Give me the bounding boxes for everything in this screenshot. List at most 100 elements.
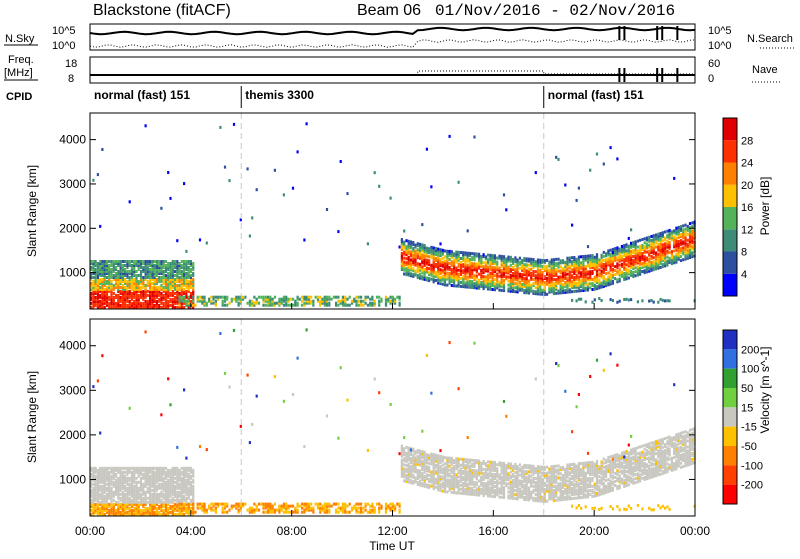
velocity-cell [462, 458, 464, 461]
velocity-noise [346, 399, 348, 402]
velocity-cell [190, 467, 192, 470]
velocity-cell [201, 503, 203, 506]
power-cell [215, 300, 217, 303]
velocity-cell [351, 507, 353, 510]
power-cell [129, 300, 131, 303]
power-cell [476, 263, 478, 266]
power-cell [117, 270, 119, 273]
power-cell [675, 253, 677, 256]
velocity-cell [124, 493, 126, 496]
power-cell [464, 251, 466, 254]
power-cell [301, 296, 303, 299]
power-cell [664, 236, 666, 239]
power-cell [666, 250, 668, 253]
power-cell [179, 296, 181, 299]
power-cell [158, 276, 160, 279]
velocity-noise [467, 436, 469, 439]
velocity-cell [449, 469, 451, 472]
velocity-noise [233, 329, 235, 332]
velocity-cell [430, 453, 432, 456]
velocity-cell [353, 505, 355, 508]
velocity-cell [122, 491, 124, 494]
velocity-cell [169, 505, 171, 508]
power-cell [596, 253, 598, 256]
power-noise [430, 185, 432, 188]
velocity-noise [367, 449, 369, 452]
nsky-tick-top: 10^5 [52, 25, 76, 37]
power-cell [262, 304, 264, 307]
velocity-cell [113, 467, 115, 470]
power-cell [174, 296, 176, 299]
power-cell [408, 256, 410, 259]
velocity-cell [428, 466, 430, 469]
velocity-noise [421, 430, 423, 433]
power-cell [378, 300, 380, 303]
power-cell [489, 280, 491, 283]
velocity-cell [301, 511, 303, 514]
power-cell [573, 290, 575, 293]
velocity-noise [297, 357, 299, 360]
power-cell [115, 266, 117, 269]
power-cell [337, 300, 339, 303]
velocity-cell [106, 487, 108, 490]
power-cell [569, 265, 571, 268]
velocity-cell [142, 483, 144, 486]
power-cell [138, 280, 140, 283]
velocity-cell [378, 507, 380, 510]
power-cell [483, 275, 485, 278]
velocity-cell [439, 465, 441, 468]
power-cell [607, 271, 609, 274]
power-cell [106, 286, 108, 289]
power-cell [369, 298, 371, 301]
power-cell [410, 258, 412, 261]
velocity-cell [160, 467, 162, 470]
power-cell [485, 275, 487, 278]
power-cell [589, 254, 591, 257]
velocity-cell [258, 503, 260, 506]
power-cell [333, 296, 335, 299]
power-cell [591, 254, 593, 257]
power-cell [435, 247, 437, 250]
velocity-cell [190, 481, 192, 484]
power-cell [519, 273, 521, 276]
velocity-noise [430, 392, 432, 395]
power-cell [95, 268, 97, 271]
power-cell [210, 296, 212, 299]
power-cell [451, 268, 453, 271]
velocity-cell [403, 447, 405, 450]
power-cell [653, 260, 655, 263]
power-cell [222, 296, 224, 299]
power-cell [546, 277, 548, 280]
velocity-cell [428, 462, 430, 465]
velocity-cell [358, 511, 360, 514]
velocity-noise [326, 414, 328, 417]
velocity-cell [455, 491, 457, 494]
velocity-cell [435, 486, 437, 489]
velocity-cell [145, 491, 147, 494]
power-noise [160, 207, 162, 210]
date-range: 01/Nov/2016 - 02/Nov/2016 [435, 2, 675, 20]
power-cell [169, 262, 171, 265]
power-cell [358, 296, 360, 299]
power-cell [578, 256, 580, 259]
power-cell [492, 288, 494, 291]
power-cell [644, 245, 646, 248]
power-cell [657, 243, 659, 246]
velocity-noise [247, 374, 249, 377]
velocity-cell [346, 505, 348, 508]
power-cell [253, 302, 255, 305]
power-cell [365, 302, 367, 305]
power-cell [637, 246, 639, 249]
power-cell [594, 276, 596, 279]
velocity-cell [167, 469, 169, 472]
velocity-cell [140, 477, 142, 480]
power-cell [442, 269, 444, 272]
power-cell [405, 239, 407, 242]
velocity-cell [281, 505, 283, 508]
nave-tick-top: 60 [708, 58, 720, 70]
power-cell [478, 273, 480, 276]
power-cell [110, 260, 112, 263]
velocity-cell [462, 482, 464, 485]
power-cell [185, 300, 187, 303]
power-cell [594, 298, 596, 301]
